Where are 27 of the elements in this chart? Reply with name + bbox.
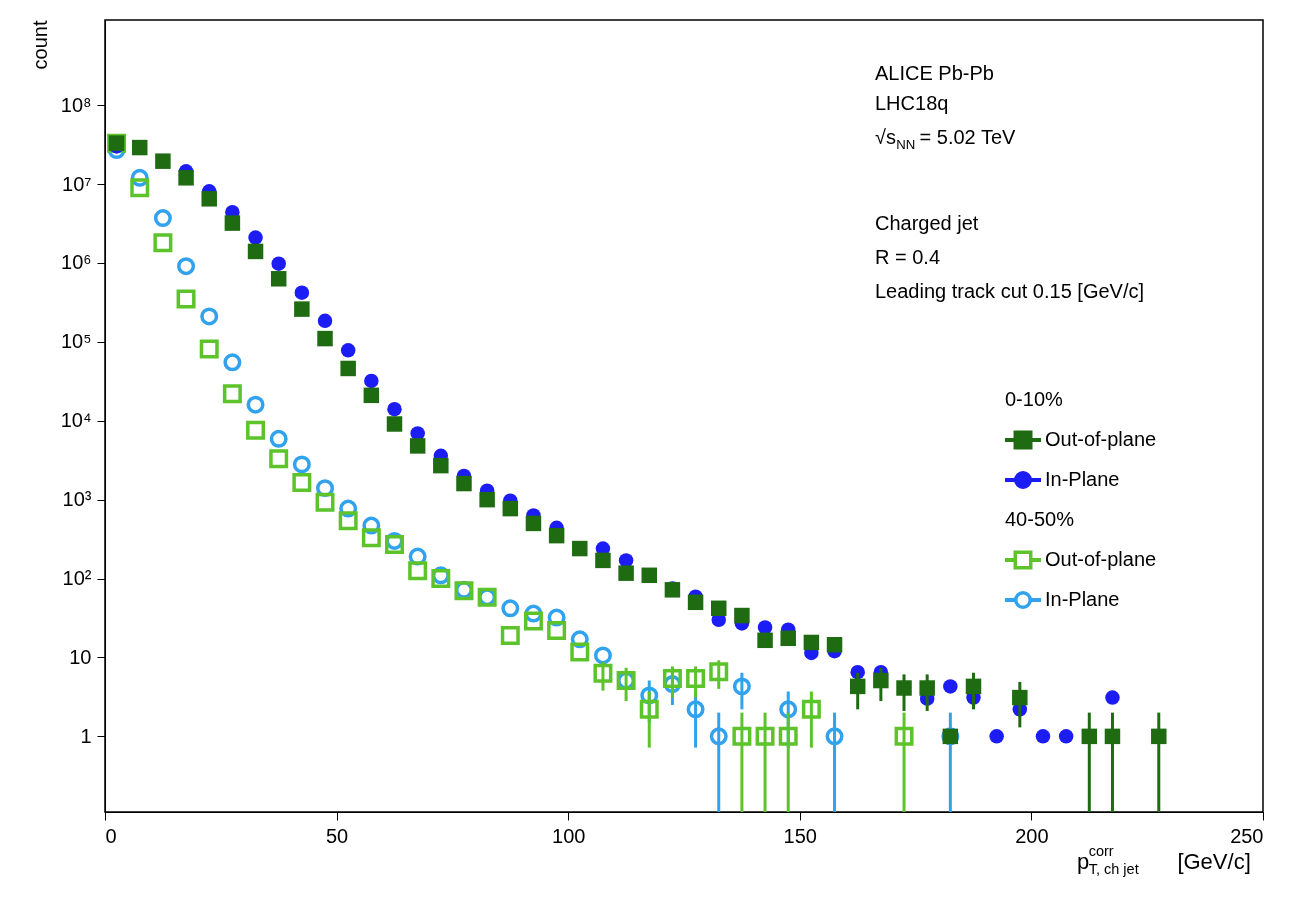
annotation: Charged jet bbox=[875, 212, 979, 234]
y-tick-label: 10⁶ bbox=[61, 251, 92, 274]
annotation: Leading track cut 0.15 [GeV/c] bbox=[875, 280, 1145, 302]
legend-label: Out-of-plane bbox=[1045, 548, 1157, 570]
y-tick-label: 10⁴ bbox=[60, 409, 92, 432]
x-tick-label: 0 bbox=[105, 824, 117, 847]
y-tick-label: 10⁵ bbox=[60, 330, 92, 353]
annotation: LHC18q bbox=[875, 92, 949, 114]
x-tick-label: 50 bbox=[325, 824, 349, 847]
y-tick-label: 10³ bbox=[62, 488, 92, 511]
legend-label: Out-of-plane bbox=[1045, 428, 1157, 450]
annotation: R = 0.4 bbox=[875, 246, 941, 268]
x-tick-label: 200 bbox=[1015, 824, 1049, 847]
annotation: ALICE Pb-Pb bbox=[875, 62, 994, 84]
annotation: 40-50% bbox=[1005, 508, 1075, 530]
y-axis-title: count bbox=[28, 20, 51, 70]
x-tick-label: 150 bbox=[783, 824, 817, 847]
x-tick-label: 250 bbox=[1230, 824, 1264, 847]
y-tick-label: 10⁷ bbox=[62, 172, 92, 195]
annotation: 0-10% bbox=[1005, 388, 1064, 410]
y-tick-label: 10 bbox=[69, 645, 92, 668]
legend-label: In-Plane bbox=[1045, 588, 1120, 610]
y-tick-label: 10⁸ bbox=[60, 93, 92, 116]
x-tick-label: 100 bbox=[552, 824, 586, 847]
legend-label: In-Plane bbox=[1045, 468, 1120, 490]
y-tick-label: 10² bbox=[62, 567, 92, 590]
y-tick-label: 1 bbox=[80, 724, 92, 747]
